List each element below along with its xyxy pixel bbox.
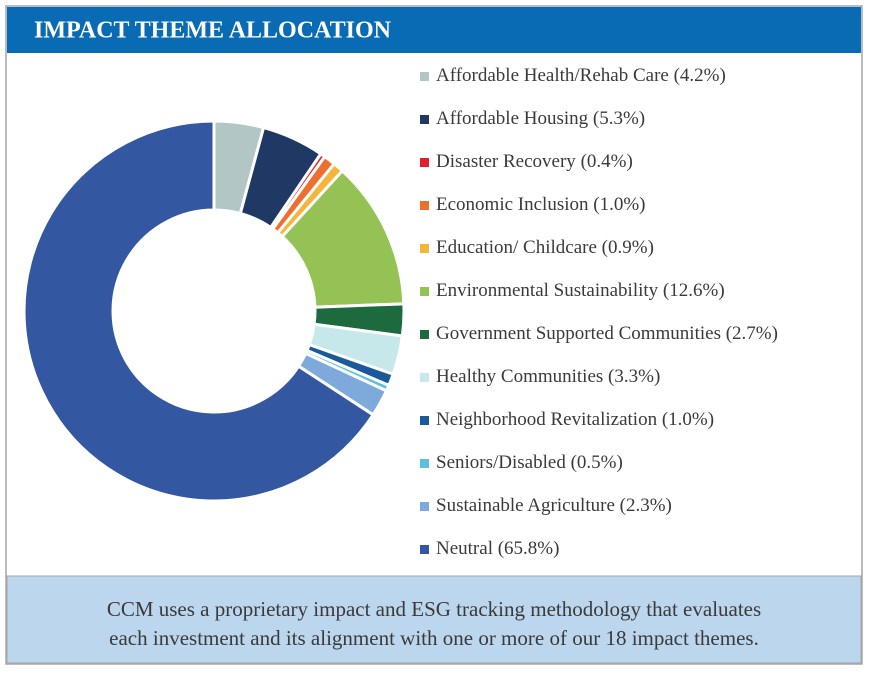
legend-value: (5.3%) — [593, 108, 645, 129]
legend-value: (0.9%) — [602, 237, 654, 258]
legend-label: Affordable Health/Rehab Care (4.2%) — [436, 65, 726, 86]
legend-label: Environmental Sustainability (12.6%) — [436, 280, 725, 301]
legend-label: Seniors/Disabled (0.5%) — [436, 452, 623, 473]
legend-swatch — [420, 545, 429, 554]
legend-label: Education/ Childcare (0.9%) — [436, 237, 654, 258]
legend-swatch — [420, 158, 429, 167]
legend-name: Government Supported Communities — [436, 323, 721, 344]
legend-label: Neutral (65.8%) — [436, 538, 559, 559]
legend-name: Environmental Sustainability — [436, 280, 659, 301]
legend-value: (4.2%) — [674, 65, 726, 86]
legend-swatch — [420, 115, 429, 124]
legend-value: (3.3%) — [608, 366, 660, 387]
header-bar — [7, 7, 861, 53]
legend-value: (2.3%) — [620, 495, 672, 516]
legend-swatch — [420, 502, 429, 511]
legend-name: Neighborhood Revitalization — [436, 409, 658, 430]
panel — [5, 5, 863, 665]
chart-title: IMPACT THEME ALLOCATION — [34, 18, 392, 44]
legend-label: Economic Inclusion (1.0%) — [436, 194, 645, 215]
legend-label: Affordable Housing (5.3%) — [436, 108, 645, 129]
legend-label: Neighborhood Revitalization (1.0%) — [436, 409, 714, 430]
legend-label: Healthy Communities (3.3%) — [436, 366, 660, 387]
legend-swatch — [420, 373, 429, 382]
footnote-line: CCM uses a proprietary impact and ESG tr… — [107, 597, 761, 621]
legend-swatch — [420, 201, 429, 210]
legend-swatch — [420, 287, 429, 296]
legend-value: (0.4%) — [581, 151, 633, 172]
legend-name: Sustainable Agriculture — [436, 495, 615, 516]
legend-name: Affordable Housing — [436, 108, 589, 129]
legend-swatch — [420, 244, 429, 253]
legend-name: Healthy Communities — [436, 366, 603, 387]
footnote-line: each investment and its alignment with o… — [109, 626, 759, 650]
legend-name: Disaster Recovery — [436, 151, 576, 172]
legend-swatch — [420, 72, 429, 81]
legend-label: Sustainable Agriculture (2.3%) — [436, 495, 672, 516]
legend-value: (0.5%) — [571, 452, 623, 473]
legend-name: Economic Inclusion — [436, 194, 589, 215]
legend-swatch — [420, 459, 429, 468]
footnote-box — [6, 575, 862, 664]
legend-label: Government Supported Communities (2.7%) — [436, 323, 778, 344]
legend-name: Education/ Childcare — [436, 237, 597, 258]
legend-value: (65.8%) — [498, 538, 560, 559]
legend-name: Affordable Health/Rehab Care — [436, 65, 669, 86]
legend-label: Disaster Recovery (0.4%) — [436, 151, 633, 172]
legend-value: (12.6%) — [663, 280, 725, 301]
legend-swatch — [420, 416, 429, 425]
legend-name: Seniors/Disabled — [436, 452, 566, 473]
legend-swatch — [420, 330, 429, 339]
donut-slice — [22, 119, 376, 503]
legend-value: (1.0%) — [593, 194, 645, 215]
legend-name: Neutral — [436, 538, 493, 559]
legend-value: (1.0%) — [662, 409, 714, 430]
legend-value: (2.7%) — [726, 323, 778, 344]
